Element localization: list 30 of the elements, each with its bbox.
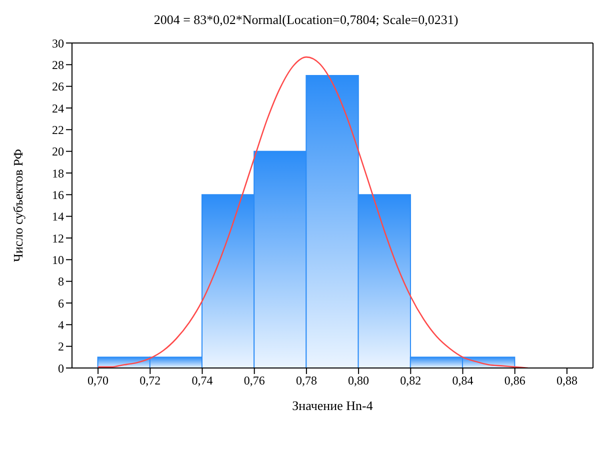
line-series xyxy=(97,56,529,368)
x-tick-label: 0,80 xyxy=(348,374,370,388)
y-tick-label: 28 xyxy=(52,58,64,72)
y-tick-label: 16 xyxy=(52,188,64,202)
x-tick-label: 0,74 xyxy=(192,374,213,388)
x-tick-label: 0,88 xyxy=(556,374,578,388)
x-tick-label: 0,84 xyxy=(452,374,474,388)
x-tick-label: 0,82 xyxy=(400,374,422,388)
y-axis-title: Число субъектов РФ xyxy=(10,149,26,262)
y-tick-label: 8 xyxy=(58,274,64,289)
x-tick-label: 0,78 xyxy=(296,374,317,388)
y-tick-label: 6 xyxy=(58,296,64,310)
y-tick-label: 22 xyxy=(52,122,64,137)
x-tick-label: 0,86 xyxy=(504,374,526,388)
chart-title: 2004 = 83*0,02*Normal(Location=0,7804; Scale=0,0231) xyxy=(152,12,460,28)
y-tick-label: 4 xyxy=(58,318,64,332)
x-tick-label: 0,70 xyxy=(88,374,109,388)
y-tick-label: 18 xyxy=(52,166,64,180)
y-tick-label: 20 xyxy=(52,144,64,159)
y-tick-label: 24 xyxy=(52,101,64,116)
x-tick-label: 0,72 xyxy=(140,374,161,388)
y-tick-label: 30 xyxy=(52,36,64,50)
y-tick-label: 14 xyxy=(52,210,64,224)
x-axis-title: Значение Hn-4 xyxy=(292,398,374,413)
y-tick-label: 26 xyxy=(52,80,64,94)
y-tick-label: 12 xyxy=(52,231,64,246)
y-tick-label: 0 xyxy=(58,361,64,376)
y-tick-label: 10 xyxy=(52,252,64,267)
x-tick-label: 0,76 xyxy=(244,374,265,388)
y-tick-label: 2 xyxy=(58,340,64,354)
